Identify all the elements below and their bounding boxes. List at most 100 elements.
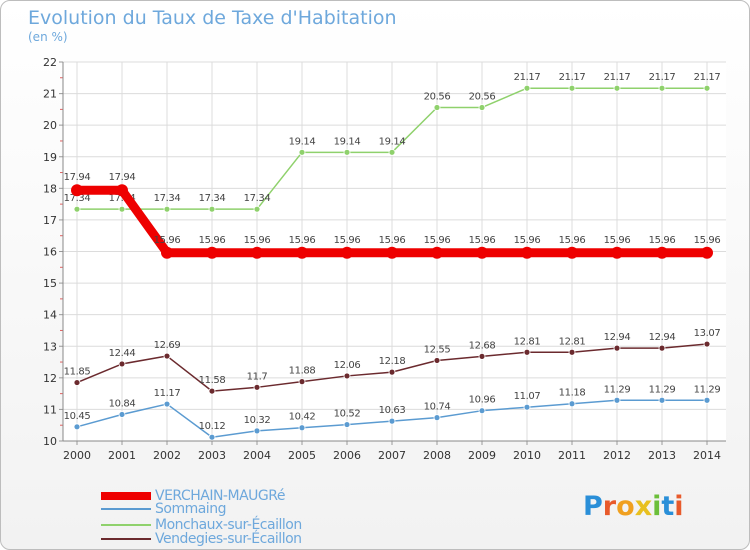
data-label: 11.88 — [289, 366, 316, 377]
data-point — [343, 421, 351, 428]
chart-title: Evolution du Taux de Taxe d'Habitation — [28, 7, 397, 29]
data-point — [658, 396, 666, 404]
data-label: 12.68 — [469, 340, 496, 351]
data-label: 15.96 — [559, 235, 586, 246]
data-label: 11.85 — [64, 367, 91, 378]
data-label: 12.94 — [649, 332, 676, 343]
data-point — [298, 378, 306, 386]
data-label: 17.34 — [109, 193, 136, 204]
data-label: 15.96 — [694, 235, 721, 246]
data-label: 11.29 — [694, 384, 721, 395]
data-label: 15.96 — [469, 235, 496, 246]
data-label: 11.17 — [154, 388, 181, 399]
x-tick-label: 2009 — [468, 449, 496, 462]
data-point — [523, 348, 531, 356]
y-tick-label: 14 — [43, 309, 57, 322]
x-tick-label: 2000 — [63, 449, 91, 462]
x-tick-label: 2002 — [153, 449, 181, 462]
data-point — [71, 184, 83, 197]
data-point — [343, 372, 351, 380]
x-tick-label: 2010 — [513, 449, 541, 462]
data-point — [118, 360, 126, 368]
data-point — [703, 340, 711, 348]
data-point — [703, 396, 711, 404]
legend-item-verchain: VERCHAIN-MAUGRé — [101, 488, 331, 504]
data-point — [478, 407, 486, 415]
data-label: 15.96 — [154, 235, 181, 246]
y-tick-label: 20 — [43, 119, 57, 132]
data-point — [386, 246, 398, 259]
data-point — [251, 246, 263, 259]
data-point — [208, 433, 216, 441]
data-label: 15.96 — [244, 235, 271, 246]
data-label: 17.94 — [109, 172, 136, 183]
data-label: 17.34 — [154, 193, 181, 204]
data-label: 12.44 — [109, 348, 136, 359]
logo-letter: i — [652, 491, 662, 522]
data-point — [611, 246, 623, 259]
data-point — [431, 246, 443, 259]
legend-item-vendegies: Vendegies-sur-Écaillon — [101, 531, 331, 547]
data-label: 11.58 — [199, 375, 226, 386]
data-label: 12.94 — [604, 332, 631, 343]
y-tick-label: 13 — [43, 340, 57, 353]
data-point — [658, 84, 666, 92]
data-point — [388, 417, 396, 425]
y-tick-label: 10 — [43, 435, 57, 448]
data-label: 15.96 — [199, 235, 226, 246]
data-label: 10.63 — [379, 405, 406, 416]
data-point — [433, 357, 441, 364]
x-tick-label: 2007 — [378, 449, 406, 462]
data-point — [433, 104, 441, 111]
data-point — [613, 84, 621, 92]
x-tick-label: 2003 — [198, 449, 226, 462]
data-point — [118, 411, 126, 418]
data-label: 21.17 — [559, 72, 586, 83]
data-label: 15.96 — [289, 235, 316, 246]
data-label: 12.18 — [379, 356, 406, 367]
y-tick-label: 19 — [43, 151, 57, 164]
data-point — [116, 184, 128, 197]
data-point — [343, 148, 351, 156]
data-label: 10.32 — [244, 415, 271, 426]
x-tick-label: 2014 — [693, 449, 721, 462]
data-point — [118, 205, 126, 213]
data-label: 10.96 — [469, 395, 496, 406]
data-point — [163, 205, 171, 213]
data-point — [206, 246, 218, 259]
legend-label-sommaing: Sommaing — [155, 501, 226, 517]
data-label: 11.7 — [247, 371, 268, 382]
data-label: 21.17 — [649, 72, 676, 83]
data-point — [253, 383, 261, 391]
data-point — [73, 205, 81, 213]
x-tick-label: 2008 — [423, 449, 451, 462]
data-point — [568, 348, 576, 356]
y-tick-label: 17 — [43, 214, 57, 227]
data-label: 15.96 — [424, 235, 451, 246]
data-label: 21.17 — [514, 72, 541, 83]
legend-swatch-sommaing — [101, 508, 151, 510]
data-point — [658, 344, 666, 352]
data-point — [73, 423, 81, 431]
data-point — [208, 205, 216, 213]
data-point — [521, 246, 533, 259]
y-tick-label: 15 — [43, 277, 57, 290]
chart-subtitle: (en %) — [28, 30, 68, 44]
x-tick-label: 2011 — [558, 449, 586, 462]
legend-label-monchaux: Monchaux-sur-Écaillon — [155, 517, 302, 533]
logo-letter: i — [674, 491, 684, 522]
data-point — [433, 414, 441, 422]
x-tick-label: 2013 — [648, 449, 676, 462]
data-label: 10.52 — [334, 409, 361, 420]
data-point — [703, 84, 711, 92]
data-label: 12.06 — [334, 360, 361, 371]
data-point — [613, 344, 621, 352]
data-label: 13.07 — [694, 328, 721, 339]
legend-swatch-vendegies — [101, 538, 151, 540]
data-label: 17.34 — [244, 193, 271, 204]
data-label: 19.14 — [379, 136, 406, 147]
data-point — [253, 205, 261, 213]
data-label: 11.29 — [649, 384, 676, 395]
data-point — [296, 246, 308, 259]
data-point — [566, 246, 578, 259]
